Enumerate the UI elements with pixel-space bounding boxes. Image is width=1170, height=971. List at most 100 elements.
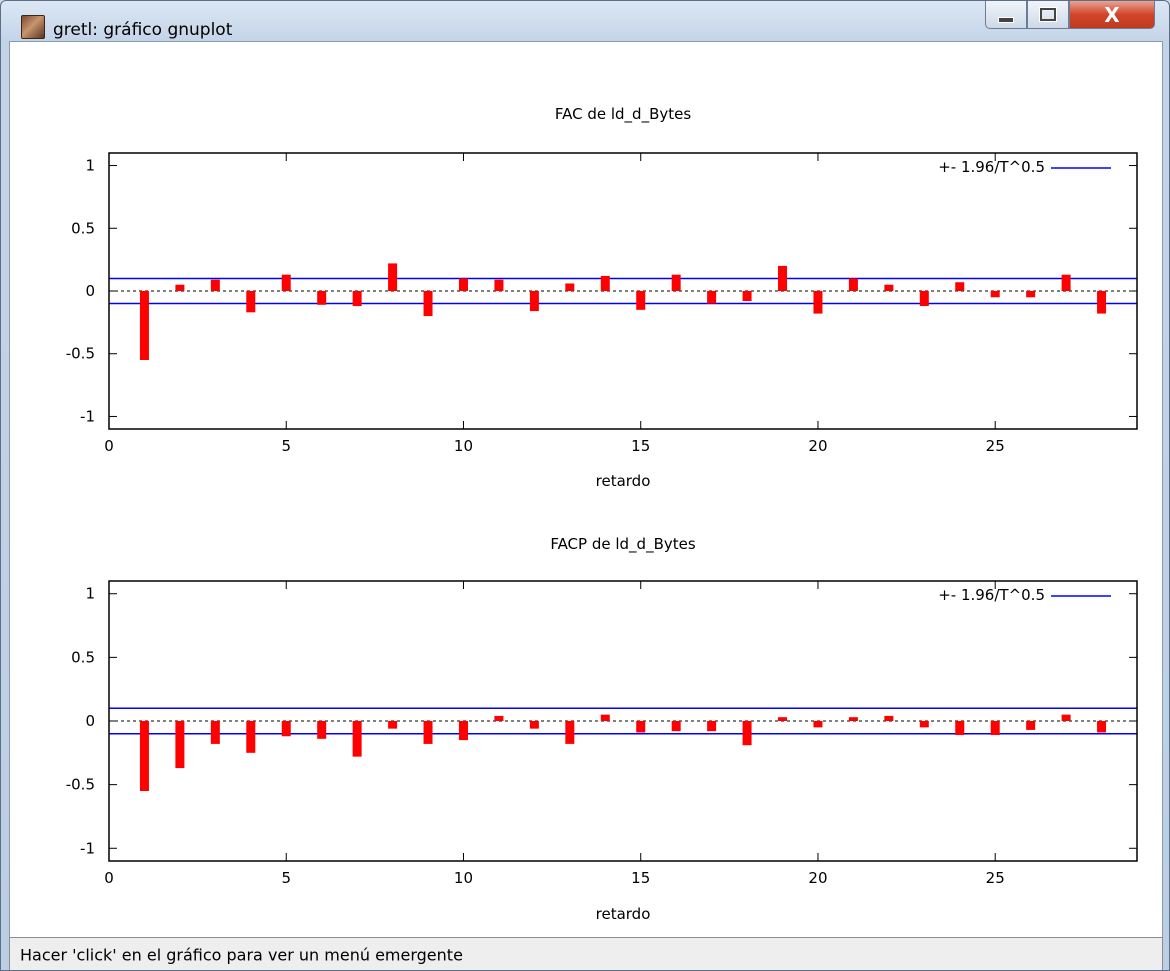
panel-2-bar-lag-6 bbox=[317, 721, 327, 739]
gretl-app-icon[interactable] bbox=[21, 15, 45, 39]
panel-1-ytick-label: -0.5 bbox=[66, 345, 95, 363]
panel-2-ytick-label: 0.5 bbox=[71, 648, 95, 666]
panel-1-bar-lag-23 bbox=[919, 291, 929, 307]
panel-1-legend-label: +- 1.96/T^0.5 bbox=[938, 158, 1045, 176]
panel-1-bar-lag-22 bbox=[884, 284, 894, 291]
panel-1-bar-lag-8 bbox=[388, 263, 398, 291]
panel-2-bar-lag-18 bbox=[742, 721, 752, 746]
panel-2-bar-lag-27 bbox=[1061, 714, 1071, 721]
panel-1-bar-lag-20 bbox=[813, 291, 823, 314]
panel-2-bar-lag-1 bbox=[139, 721, 149, 791]
panel-1-bar-lag-16 bbox=[671, 274, 681, 291]
panel-2-bar-lag-21 bbox=[848, 717, 858, 721]
panel-1-bar-lag-9 bbox=[423, 291, 433, 317]
panel-2-bar-lag-24 bbox=[955, 721, 965, 735]
panel-1-bar-lag-15 bbox=[636, 291, 646, 310]
minimize-button[interactable] bbox=[985, 1, 1027, 29]
panel-2-bar-lag-7 bbox=[352, 721, 362, 757]
panel-2-xtick-label: 25 bbox=[986, 869, 1005, 887]
panel-1-bar-lag-3 bbox=[210, 279, 220, 291]
panel-2-bar-lag-13 bbox=[565, 721, 575, 744]
panel-2-bar-lag-5 bbox=[281, 721, 291, 737]
panel-1-ytick-label: 0.5 bbox=[71, 219, 95, 237]
panel-1-bar-lag-12 bbox=[529, 291, 539, 312]
panel-2-bar-lag-8 bbox=[388, 721, 398, 729]
panel-1-xtick-label: 5 bbox=[281, 437, 291, 455]
panel-1-plot-frame bbox=[108, 152, 1138, 430]
panel-1-bar-lag-24 bbox=[955, 282, 965, 291]
panel-1-x-axis-label: retardo bbox=[596, 472, 651, 490]
panel-1-bar-lag-19 bbox=[778, 265, 788, 291]
panel-2-xtick-label: 0 bbox=[104, 869, 114, 887]
panel-1-xtick-label: 0 bbox=[104, 437, 114, 455]
panel-1-xtick-label: 15 bbox=[631, 437, 650, 455]
panel-2-bar-lag-11 bbox=[494, 715, 504, 721]
panel-2-bar-lag-25 bbox=[990, 721, 1000, 735]
panel-2-bar-lag-4 bbox=[246, 721, 256, 753]
status-bar: Hacer 'click' en el gráfico para ver un … bbox=[9, 937, 1163, 970]
panel-2-chart-title: FACP de ld_d_Bytes bbox=[550, 535, 696, 554]
panel-1-ytick-label: 1 bbox=[85, 157, 95, 175]
panel-2-bar-lag-12 bbox=[529, 721, 539, 729]
maximize-button[interactable] bbox=[1027, 1, 1069, 29]
panel-1-bar-lag-11 bbox=[494, 279, 504, 291]
panel-2-bar-lag-9 bbox=[423, 721, 433, 744]
panel-1-bar-lag-18 bbox=[742, 291, 752, 302]
panel-1-xtick-label: 25 bbox=[986, 437, 1005, 455]
panel-2-bar-lag-19 bbox=[778, 717, 788, 721]
panel-2-bar-lag-2 bbox=[175, 721, 185, 769]
panel-2-bar-lag-20 bbox=[813, 721, 823, 728]
panel-2-ytick-label: -1 bbox=[80, 839, 95, 857]
panel-1-bar-lag-5 bbox=[281, 274, 291, 291]
window-title: gretl: gráfico gnuplot bbox=[53, 20, 233, 40]
panel-2-ytick-label: 1 bbox=[85, 585, 95, 603]
panel-2-bar-lag-26 bbox=[1026, 721, 1036, 730]
panel-2-bar-lag-22 bbox=[884, 715, 894, 721]
panel-2-xtick-label: 15 bbox=[631, 869, 650, 887]
panel-1-ytick-label: -1 bbox=[80, 407, 95, 425]
panel-1-bar-lag-26 bbox=[1026, 291, 1036, 298]
panel-2-plot-frame bbox=[108, 580, 1138, 862]
panel-2-bar-lag-15 bbox=[636, 721, 646, 733]
panel-1-chart-title: FAC de ld_d_Bytes bbox=[555, 105, 691, 124]
panel-1-bar-lag-6 bbox=[317, 291, 327, 305]
panel-2-bar-lag-28 bbox=[1097, 721, 1107, 733]
panel-2-bar-lag-3 bbox=[210, 721, 220, 744]
maximize-icon bbox=[1040, 8, 1056, 21]
panel-1-bar-lag-17 bbox=[707, 291, 717, 304]
close-icon: X bbox=[1104, 2, 1120, 27]
panel-2-bar-lag-14 bbox=[600, 714, 610, 721]
panel-1-bar-lag-10 bbox=[458, 278, 468, 291]
panel-1-ytick-label: 0 bbox=[85, 282, 95, 300]
panel-1-xtick-label: 20 bbox=[808, 437, 827, 455]
panel-2-bar-lag-16 bbox=[671, 721, 681, 732]
panel-1-bar-lag-25 bbox=[990, 291, 1000, 298]
minimize-icon bbox=[998, 16, 1014, 23]
panel-1-bar-lag-28 bbox=[1097, 291, 1107, 314]
panel-2-legend-label: +- 1.96/T^0.5 bbox=[938, 586, 1045, 604]
panel-2-x-axis-label: retardo bbox=[596, 905, 651, 923]
panel-2-ytick-label: 0 bbox=[85, 712, 95, 730]
title-bar[interactable]: gretl: gráfico gnuplot X bbox=[1, 1, 1169, 41]
close-button[interactable]: X bbox=[1069, 1, 1155, 29]
panel-2-xtick-label: 20 bbox=[808, 869, 827, 887]
panel-2-bar-lag-17 bbox=[707, 721, 717, 732]
panel-1-xtick-label: 10 bbox=[454, 437, 473, 455]
panel-1-bar-lag-21 bbox=[848, 278, 858, 291]
panel-2-xtick-label: 5 bbox=[281, 869, 291, 887]
panel-1-bar-lag-1 bbox=[139, 291, 149, 360]
panel-1-bar-lag-13 bbox=[565, 283, 575, 291]
panel-2-bar-lag-23 bbox=[919, 721, 929, 728]
panel-2-xtick-label: 10 bbox=[454, 869, 473, 887]
panel-1-bar-lag-27 bbox=[1061, 274, 1071, 291]
panel-1-bar-lag-4 bbox=[246, 291, 256, 313]
panel-2-ytick-label: -0.5 bbox=[66, 776, 95, 794]
status-text: Hacer 'click' en el gráfico para ver un … bbox=[20, 945, 463, 964]
panel-1-bar-lag-2 bbox=[175, 284, 185, 291]
panel-2-bar-lag-10 bbox=[458, 721, 468, 741]
panel-1-bar-lag-7 bbox=[352, 291, 362, 307]
plot-area[interactable] bbox=[9, 41, 1163, 970]
panel-1-bar-lag-14 bbox=[600, 275, 610, 291]
